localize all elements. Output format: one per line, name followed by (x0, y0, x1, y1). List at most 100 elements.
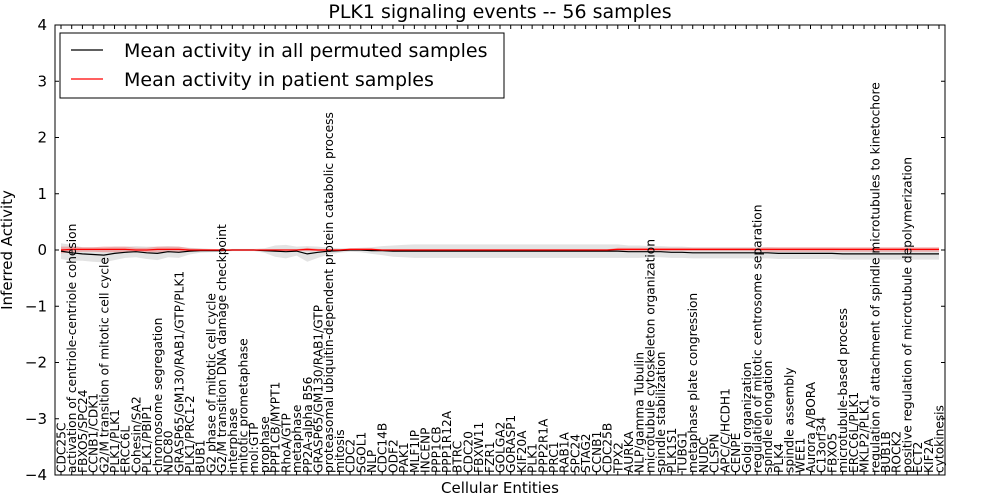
entity-label: TUBG1 (676, 431, 690, 474)
entity-label: ROCK2 (890, 431, 904, 473)
entity-label: PPP1R12A (440, 410, 454, 473)
entity-label: FBXO5 (825, 433, 839, 473)
entity-label: FZR1 (483, 441, 497, 473)
legend: Mean activity in all permuted samples Me… (59, 32, 505, 99)
y-tick-labels: −4 −3 −2 −1 0 1 2 3 4 (25, 16, 47, 484)
entity-label: spindle assembly (783, 367, 797, 473)
entity-label: CLSPN (708, 433, 722, 473)
entity-label: PLK1 (526, 443, 540, 473)
entity-label: positive regulation of microtubule depol… (900, 157, 914, 473)
entity-label: NLP/gamma Tubulin (633, 352, 647, 473)
entity-label: INCENP (419, 428, 433, 473)
entity-label: microtubule cytoskeleton organization (643, 239, 657, 473)
entity-label: PPP2R1A (536, 418, 550, 473)
entity-label: MKLP2/PLK1 (858, 399, 872, 473)
entity-label: PLK1/PRC1-2 (183, 395, 197, 473)
entity-label: chromosome segregation (151, 318, 165, 473)
entity-label: PLK1S1 (665, 428, 679, 473)
entity-label: mitotic prometaphase (237, 338, 251, 473)
y-tick-label: 1 (37, 185, 47, 203)
entity-label: interphase (226, 408, 240, 473)
entity-label: ERCC6L (119, 426, 133, 473)
entity-label: PLK4 (772, 443, 786, 473)
entity-label: Cohesin/SA2 (130, 396, 144, 473)
entity-label: PPP1CB/MYPT1 (269, 382, 283, 473)
entity-label: CCNB1 (590, 431, 604, 473)
entity-label: KIF2A (922, 438, 936, 473)
entity-label: PLK1/PBIP1 (140, 405, 154, 473)
entity-label: PPP1CB (429, 426, 443, 473)
entity-label: metaphase plate congression (686, 293, 700, 473)
entity-label: G2/M transition DNA damage checkpoint (215, 224, 229, 473)
entity-label: microtubule-based process (836, 308, 850, 473)
legend-label-patient: Mean activity in patient samples (124, 69, 434, 91)
entity-label: NDC80 (162, 430, 176, 473)
entity-label: BTRC (451, 441, 465, 473)
y-tick-label: 2 (37, 129, 47, 147)
entity-label: cytokinesis (933, 405, 947, 473)
legend-label-permuted: Mean activity in all permuted samples (124, 40, 487, 62)
patient-mean-line (60, 248, 939, 251)
axis-ticks (55, 24, 945, 476)
entity-label: NUDC (697, 437, 711, 473)
entity-label: Aurora A/BORA (804, 381, 818, 473)
entity-label: FBXO5/SPC24 (76, 389, 90, 473)
entity-label: NLP (365, 450, 379, 473)
entity-label: GRASP65/GM130/RAB1/GTP/PLK1 (172, 271, 186, 473)
entity-label: ECT2 (911, 442, 925, 473)
entity-label: Golgi organization (740, 362, 754, 473)
entity-label: PRC1 (547, 441, 561, 472)
entity-label: CDC2 (344, 439, 358, 473)
entity-label: RAB1A (558, 432, 572, 473)
entity-label: FBXW11 (472, 422, 486, 473)
chart-title: PLK1 signaling events -- 56 samples (328, 1, 671, 23)
entity-label: WEE1 (793, 438, 807, 473)
entity-label: CDC25B (601, 423, 615, 473)
entity-label: proteasomal ubiquitin-dependent protein … (322, 112, 336, 473)
entity-label: BUB1 (194, 440, 208, 473)
y-tick-label: 4 (37, 16, 47, 34)
entity-label: PAK1 (397, 442, 411, 473)
y-axis-label: Inferred Activity (0, 190, 16, 310)
legend-box (59, 32, 505, 99)
entity-label: ODF2 (386, 439, 400, 473)
entity-label: TPX2 (611, 442, 625, 474)
entity-label: PP2A-alpha B56 (301, 377, 315, 473)
entity-label: metaphase (290, 405, 304, 473)
entity-label: G2/M transition of mitotic cell cycle (97, 257, 111, 473)
entity-label: C13orf34 (815, 416, 829, 473)
entity-label: CDC14B (376, 423, 390, 473)
entity-label: MLF1IP (408, 430, 422, 473)
entity-label: regulation of mitotic centrosome separat… (751, 205, 765, 473)
entity-label: CDC25C (55, 423, 69, 473)
y-tick-label: 0 (37, 241, 47, 259)
entity-label: GORASP1 (504, 415, 518, 473)
entity-label: RhoA/GTP (279, 413, 293, 473)
entity-label: BUB1B (879, 431, 893, 473)
entity-label: GOLGA2 (494, 422, 508, 473)
entity-label: prophase (258, 416, 272, 473)
entity-label: CCNB1/CDK1 (87, 393, 101, 473)
entity-label: PLK1/PLK1 (108, 409, 122, 473)
y-tick-label: 3 (37, 72, 47, 90)
entity-label: CENPE (729, 433, 743, 473)
entity-label: STAG2 (579, 433, 593, 473)
y-tick-label: −1 (25, 297, 47, 315)
entity-label: mol:GTP (247, 422, 261, 473)
entity-label: GRASP65/GM130/RAB1/GTP (312, 305, 326, 473)
series-lines (60, 248, 939, 256)
entity-label: ERCC6L/PLK1 (847, 392, 861, 473)
entity-label: CDC20 (461, 431, 475, 473)
entity-label: SPC24 (569, 434, 583, 473)
entity-label: G2 phase of mitotic cell cycle (204, 293, 218, 473)
entity-label: spindle elongation (761, 361, 775, 473)
x-axis-label: Cellular Entities (441, 479, 559, 497)
entity-label: AURKA (622, 431, 636, 474)
entity-label: spindle stabilization (654, 352, 668, 473)
y-tick-label: −3 (25, 410, 47, 428)
y-tick-label: −4 (25, 466, 47, 484)
entity-label: mitosis (333, 429, 347, 473)
entity-label: KIF20A (515, 430, 529, 473)
